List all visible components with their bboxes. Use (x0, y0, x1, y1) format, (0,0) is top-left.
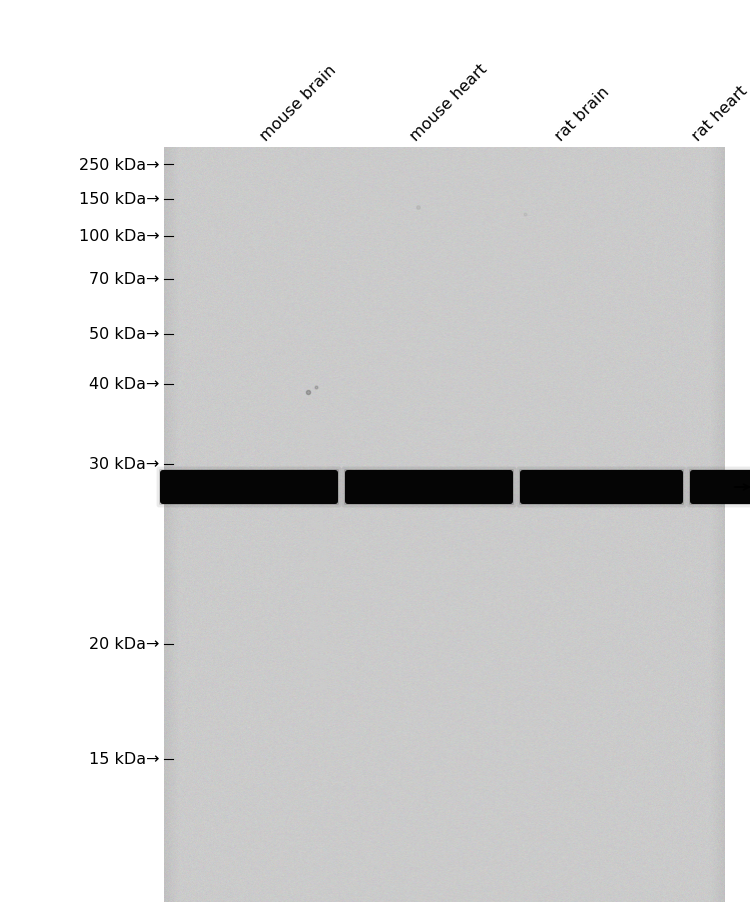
Text: 20 kDa→: 20 kDa→ (89, 637, 160, 652)
FancyBboxPatch shape (344, 469, 514, 505)
Text: rat heart: rat heart (689, 83, 750, 143)
FancyBboxPatch shape (517, 467, 686, 508)
FancyBboxPatch shape (160, 471, 338, 504)
FancyBboxPatch shape (686, 467, 750, 508)
FancyBboxPatch shape (691, 471, 750, 504)
FancyBboxPatch shape (160, 471, 338, 504)
Text: 70 kDa→: 70 kDa→ (89, 272, 160, 287)
Text: 50 kDa→: 50 kDa→ (89, 327, 160, 342)
Text: 100 kDa→: 100 kDa→ (79, 229, 160, 244)
Text: mouse brain: mouse brain (257, 62, 339, 143)
Text: 30 kDa→: 30 kDa→ (89, 457, 160, 472)
Text: 15 kDa→: 15 kDa→ (89, 751, 160, 767)
FancyBboxPatch shape (341, 467, 517, 508)
Text: WWW.PTGLAB.COM: WWW.PTGLAB.COM (308, 418, 332, 692)
FancyBboxPatch shape (690, 471, 750, 504)
FancyBboxPatch shape (157, 467, 341, 508)
Text: rat brain: rat brain (553, 84, 612, 143)
FancyBboxPatch shape (159, 469, 339, 505)
Text: mouse heart: mouse heart (407, 61, 490, 143)
FancyBboxPatch shape (346, 471, 512, 504)
FancyBboxPatch shape (519, 469, 684, 505)
FancyBboxPatch shape (520, 471, 683, 504)
FancyBboxPatch shape (520, 471, 682, 504)
FancyBboxPatch shape (689, 469, 750, 505)
FancyBboxPatch shape (345, 471, 513, 504)
Text: 250 kDa→: 250 kDa→ (79, 157, 160, 172)
Text: 40 kDa→: 40 kDa→ (89, 377, 160, 392)
Text: 150 kDa→: 150 kDa→ (79, 192, 160, 207)
